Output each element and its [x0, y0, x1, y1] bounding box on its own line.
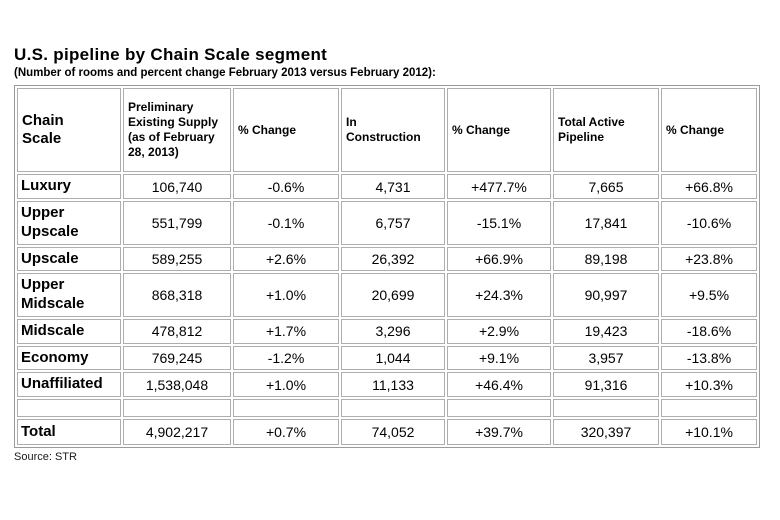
data-cell: 20,699 — [341, 273, 445, 317]
data-cell: 74,052 — [341, 419, 445, 446]
data-cell: +46.4% — [447, 372, 551, 398]
row-label: Unaffiliated — [17, 372, 121, 398]
row-label: Economy — [17, 345, 121, 371]
row-label: Upper Midscale — [17, 273, 121, 317]
table-row: Upper Midscale 868,318 +1.0% 20,699 +24.… — [17, 273, 757, 317]
data-cell: 769,245 — [123, 345, 231, 371]
data-cell: 551,799 — [123, 201, 231, 245]
data-cell: 26,392 — [341, 246, 445, 272]
data-cell: 17,841 — [553, 201, 659, 245]
table-row: Luxury 106,740 -0.6% 4,731 +477.7% 7,665… — [17, 174, 757, 200]
column-header-label: Preliminary Existing Supply (as of Febru… — [128, 100, 219, 160]
column-header-pct-change-2: % Change — [447, 88, 551, 173]
row-label: Luxury — [17, 174, 121, 200]
row-label: Upscale — [17, 246, 121, 272]
data-cell: 3,296 — [341, 318, 445, 344]
data-cell — [661, 399, 757, 418]
data-cell: 4,902,217 — [123, 419, 231, 446]
column-header-chain-scale: Chain Scale — [17, 88, 121, 173]
data-cell: +1.7% — [233, 318, 339, 344]
data-cell: 19,423 — [553, 318, 659, 344]
data-cell: 89,198 — [553, 246, 659, 272]
data-cell — [553, 399, 659, 418]
data-cell: 106,740 — [123, 174, 231, 200]
data-cell: +23.8% — [661, 246, 757, 272]
data-cell: 1,044 — [341, 345, 445, 371]
data-cell: +10.3% — [661, 372, 757, 398]
column-header-label: Total Active Pipeline — [558, 115, 625, 145]
header-row: Chain Scale Preliminary Existing Supply … — [17, 88, 757, 173]
row-label — [17, 399, 121, 418]
column-header-label: % Change — [452, 122, 511, 137]
data-cell: +2.6% — [233, 246, 339, 272]
data-cell: +0.7% — [233, 419, 339, 446]
data-cell: 6,757 — [341, 201, 445, 245]
data-cell: 868,318 — [123, 273, 231, 317]
data-cell: 4,731 — [341, 174, 445, 200]
table-body: Luxury 106,740 -0.6% 4,731 +477.7% 7,665… — [17, 174, 757, 446]
data-cell: -10.6% — [661, 201, 757, 245]
column-header-pct-change-1: % Change — [233, 88, 339, 173]
data-cell: -0.6% — [233, 174, 339, 200]
row-label: Midscale — [17, 318, 121, 344]
data-cell: 589,255 — [123, 246, 231, 272]
data-cell: +10.1% — [661, 419, 757, 446]
data-cell: +66.9% — [447, 246, 551, 272]
table-row: Total 4,902,217 +0.7% 74,052 +39.7% 320,… — [17, 419, 757, 446]
source-note: Source: STR — [14, 451, 77, 464]
data-cell: -15.1% — [447, 201, 551, 245]
column-header-total-pipeline: Total Active Pipeline — [553, 88, 659, 173]
table-row: Economy 769,245 -1.2% 1,044 +9.1% 3,957 … — [17, 345, 757, 371]
column-header-label: % Change — [238, 122, 297, 137]
data-cell: +39.7% — [447, 419, 551, 446]
data-cell: +1.0% — [233, 273, 339, 317]
table-row: Unaffiliated 1,538,048 +1.0% 11,133 +46.… — [17, 372, 757, 398]
figure-subtitle: (Number of rooms and percent change Febr… — [14, 66, 436, 79]
row-label: Upper Upscale — [17, 201, 121, 245]
data-cell: +24.3% — [447, 273, 551, 317]
data-cell: 478,812 — [123, 318, 231, 344]
data-cell: +1.0% — [233, 372, 339, 398]
column-header-in-construction: In Construction — [341, 88, 445, 173]
data-cell: +9.5% — [661, 273, 757, 317]
row-label: Total — [17, 419, 121, 446]
data-cell: 1,538,048 — [123, 372, 231, 398]
table-row: Upper Upscale 551,799 -0.1% 6,757 -15.1%… — [17, 201, 757, 245]
table-header: Chain Scale Preliminary Existing Supply … — [17, 88, 757, 173]
data-cell: 91,316 — [553, 372, 659, 398]
data-cell: 320,397 — [553, 419, 659, 446]
data-cell: 7,665 — [553, 174, 659, 200]
pipeline-table: Chain Scale Preliminary Existing Supply … — [14, 85, 760, 449]
data-cell: -18.6% — [661, 318, 757, 344]
data-cell: +66.8% — [661, 174, 757, 200]
data-cell: -1.2% — [233, 345, 339, 371]
column-header-existing-supply: Preliminary Existing Supply (as of Febru… — [123, 88, 231, 173]
column-header-label: % Change — [666, 122, 725, 137]
data-cell — [341, 399, 445, 418]
table-row: Midscale 478,812 +1.7% 3,296 +2.9% 19,42… — [17, 318, 757, 344]
data-cell — [447, 399, 551, 418]
table-row — [17, 399, 757, 418]
data-cell — [123, 399, 231, 418]
figure-title: U.S. pipeline by Chain Scale segment — [14, 45, 328, 64]
column-header-label: Chain Scale — [22, 111, 64, 148]
data-cell: +2.9% — [447, 318, 551, 344]
data-cell: 90,997 — [553, 273, 659, 317]
data-cell: 11,133 — [341, 372, 445, 398]
data-cell: +477.7% — [447, 174, 551, 200]
table-row: Upscale 589,255 +2.6% 26,392 +66.9% 89,1… — [17, 246, 757, 272]
column-header-pct-change-3: % Change — [661, 88, 757, 173]
page: U.S. pipeline by Chain Scale segment (Nu… — [14, 45, 760, 464]
data-cell: +9.1% — [447, 345, 551, 371]
data-cell — [233, 399, 339, 418]
column-header-label: In Construction — [346, 115, 421, 145]
data-cell: -0.1% — [233, 201, 339, 245]
data-cell: 3,957 — [553, 345, 659, 371]
data-cell: -13.8% — [661, 345, 757, 371]
